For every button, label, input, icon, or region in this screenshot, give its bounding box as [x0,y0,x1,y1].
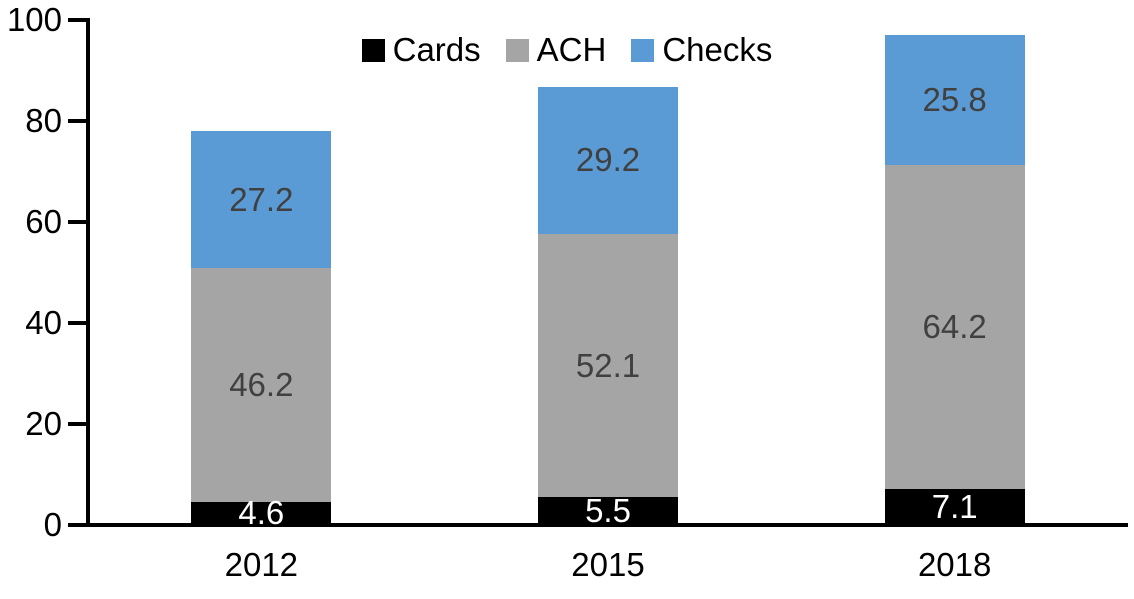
legend-label: ACH [536,31,607,68]
y-axis-line [86,18,90,527]
legend-swatch-icon [505,38,529,62]
x-axis-line [68,523,1128,527]
bar-value-label: 5.5 [585,492,631,530]
y-tick-label: 20 [25,405,62,442]
x-category-label: 2012 [224,546,299,583]
y-tick [68,220,86,224]
bar-value-label: 4.6 [238,494,285,532]
chart-legend: Cards ACH Checks [0,33,1134,67]
legend-item-checks: Checks [631,33,772,67]
y-tick-label: 80 [25,102,62,139]
y-tick [68,18,86,22]
y-tick [68,422,86,426]
bar-segment-ach-2012: 46.2 [191,268,332,502]
bar-segment-cards-2012: 4.6 [191,496,332,530]
y-tick-label: 40 [25,304,62,341]
legend-label: Cards [392,31,481,68]
bar-segment-checks-2015: 29.2 [538,86,678,235]
y-tick [68,321,86,325]
x-category-label: 2018 [917,546,992,583]
legend-item-cards: Cards [361,31,481,68]
bar-value-label: 64.2 [922,308,987,346]
y-tick-label: 100 [6,1,62,38]
bar-value-label: 27.2 [229,180,294,218]
legend-swatch-icon [361,38,385,62]
bar-segment-cards-2018: 7.1 [884,488,1025,526]
bar-segment-cards-2015: 5.5 [538,492,678,530]
bar-value-label: 25.8 [922,80,987,118]
x-category-label: 2015 [571,546,645,583]
y-tick-label: 60 [25,203,62,240]
bar-value-label: 52.1 [575,346,641,384]
bar-segment-ach-2018: 64.2 [884,164,1025,490]
legend-item-ach: ACH [505,31,607,68]
bar-segment-checks-2012: 27.2 [191,131,332,269]
bar-segment-ach-2015: 52.1 [538,234,678,498]
legend-label: Checks [662,31,773,68]
bar-segment-checks-2018: 25.8 [884,34,1025,165]
y-tick [68,523,86,527]
bar-value-label: 7.1 [931,488,978,526]
legend-swatch-icon [631,38,655,62]
y-tick-label: 0 [43,506,62,543]
bar-value-label: 29.2 [575,141,641,179]
bar-value-label: 46.2 [229,366,294,404]
y-tick [68,119,86,123]
